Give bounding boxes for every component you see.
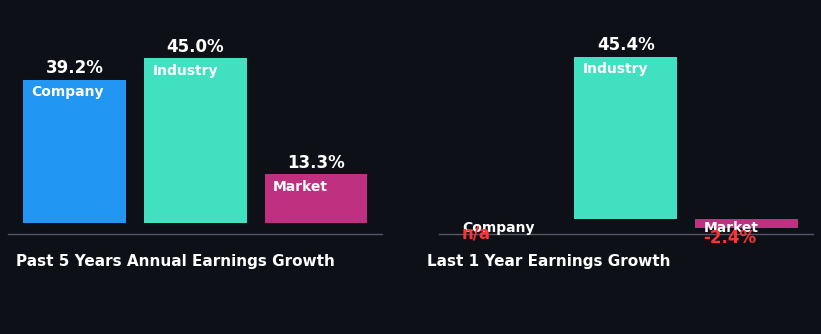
Bar [575,56,677,219]
Text: 39.2%: 39.2% [46,59,103,77]
Text: Industry: Industry [153,64,218,78]
Text: Market: Market [704,220,759,234]
Text: Company: Company [462,220,534,234]
Bar [23,79,126,223]
Text: 45.0%: 45.0% [167,38,224,56]
Bar [144,58,246,223]
Text: n/a: n/a [462,225,491,243]
Bar [264,174,367,223]
Text: Market: Market [273,180,328,194]
Bar [695,219,798,228]
Text: -2.4%: -2.4% [704,229,757,247]
Text: Industry: Industry [583,62,649,76]
Text: Last 1 Year Earnings Growth: Last 1 Year Earnings Growth [427,254,671,269]
Text: Past 5 Years Annual Earnings Growth: Past 5 Years Annual Earnings Growth [16,254,335,269]
Text: Company: Company [32,85,104,99]
Text: 13.3%: 13.3% [287,154,345,172]
Text: 45.4%: 45.4% [597,36,654,54]
